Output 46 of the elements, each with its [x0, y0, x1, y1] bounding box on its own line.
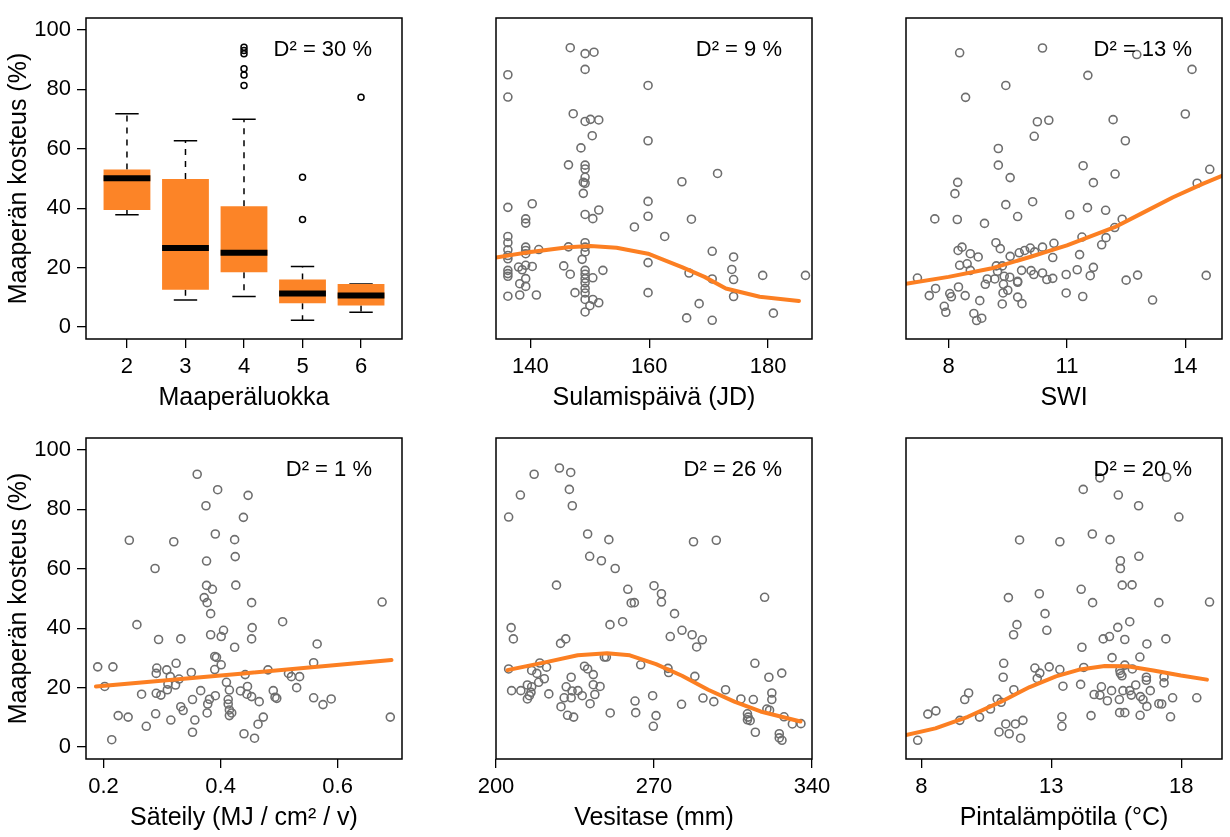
- x-tick-label: 0.4: [205, 773, 236, 799]
- y-tick-label: 100: [34, 435, 71, 461]
- x-tick-label: 6: [354, 353, 368, 379]
- x-tick-label: 270: [635, 773, 673, 799]
- annotation: D² = 9 %: [695, 36, 782, 62]
- x-tick-label: 180: [749, 353, 787, 379]
- y-tick-label: 80: [46, 75, 71, 101]
- y-axis-title: Maaperän kosteus (%): [2, 472, 31, 725]
- x-tick-label: 5: [296, 353, 309, 379]
- annotation: D² = 20 %: [1093, 456, 1192, 482]
- x-tick-label: 13: [1039, 773, 1064, 799]
- annotation: D² = 26 %: [683, 456, 782, 482]
- y-tick-label: 100: [34, 15, 71, 41]
- x-tick-label: 8: [942, 353, 955, 379]
- x-tick-label: 0.6: [322, 773, 353, 799]
- x-tick-label: 200: [477, 773, 515, 799]
- x-tick-label: 11: [1055, 353, 1079, 379]
- x-axis-title: SWI: [1040, 381, 1088, 410]
- y-tick-label: 0: [58, 733, 71, 759]
- x-tick-label: 8: [915, 773, 928, 799]
- x-tick-label: 340: [793, 773, 831, 799]
- y-tick-label: 60: [46, 554, 71, 580]
- x-tick-label: 0.2: [88, 773, 119, 799]
- x-tick-label: 3: [179, 353, 192, 379]
- x-tick-label: 160: [630, 353, 668, 379]
- y-tick-label: 80: [46, 495, 71, 521]
- annotation: D² = 30 %: [273, 36, 372, 62]
- x-tick-label: 14: [1173, 353, 1198, 379]
- x-axis-title: Maaperäluokka: [158, 381, 330, 410]
- x-axis-title: Sulamispäivä (JD): [552, 381, 756, 410]
- y-tick-label: 20: [46, 673, 71, 699]
- x-tick-label: 2: [120, 353, 134, 379]
- annotation: D² = 13 %: [1093, 36, 1192, 62]
- annotation: D² = 1 %: [285, 456, 372, 482]
- x-axis-title: Vesitase (mm): [574, 801, 734, 830]
- y-tick-label: 40: [46, 614, 71, 640]
- x-axis-title: Pintalämpötila (°C): [959, 801, 1169, 830]
- x-tick-label: 18: [1168, 773, 1194, 799]
- y-tick-label: 40: [46, 194, 71, 220]
- y-tick-label: 20: [46, 253, 71, 279]
- y-tick-label: 0: [58, 313, 71, 339]
- y-axis-title: Maaperän kosteus (%): [2, 52, 31, 305]
- x-tick-label: 4: [237, 353, 251, 379]
- y-tick-label: 60: [46, 134, 71, 160]
- x-tick-label: 140: [512, 353, 549, 379]
- x-axis-title: Säteily (MJ / cm² / v): [130, 801, 358, 830]
